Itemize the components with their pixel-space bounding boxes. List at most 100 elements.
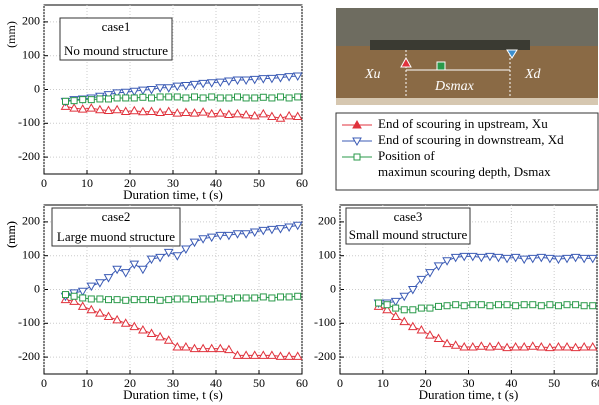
marker	[268, 94, 276, 102]
marker	[241, 76, 251, 86]
marker	[232, 230, 243, 239]
legend-label: maximun scouring depth, Dsmax	[378, 164, 551, 179]
marker	[146, 86, 157, 95]
marker	[562, 254, 572, 264]
marker	[285, 293, 293, 301]
marker	[502, 342, 512, 352]
marker	[259, 293, 267, 301]
series-line	[65, 96, 298, 102]
marker	[113, 94, 121, 102]
marker	[77, 287, 88, 297]
x-tick-label: 10	[81, 376, 93, 390]
annotation: case3	[394, 209, 423, 224]
marker	[570, 342, 581, 352]
marker	[173, 295, 181, 303]
marker	[529, 301, 537, 309]
marker	[148, 296, 155, 304]
marker	[105, 95, 112, 103]
marker	[249, 75, 260, 85]
marker	[554, 302, 562, 310]
marker	[96, 295, 104, 303]
marker	[417, 304, 425, 312]
x-tick-label: 40	[505, 376, 517, 390]
x-tick-label: 60	[296, 176, 308, 190]
marker	[225, 94, 233, 102]
annotation: Small mound structure	[349, 227, 468, 242]
marker	[493, 253, 504, 263]
photo-label: Dsmax	[434, 79, 475, 94]
x-tick-label: 50	[253, 376, 265, 390]
marker	[138, 325, 148, 334]
marker	[156, 296, 164, 304]
marker	[138, 265, 148, 275]
x-tick-label: 0	[41, 176, 47, 190]
marker	[199, 94, 207, 102]
marker	[476, 253, 487, 263]
marker	[122, 296, 130, 304]
marker	[275, 225, 286, 234]
x-tick-label: 50	[548, 376, 560, 390]
marker	[284, 223, 294, 232]
x-tick-label: 60	[296, 376, 308, 390]
marker	[587, 341, 598, 351]
marker	[383, 301, 391, 309]
marker	[493, 341, 504, 350]
marker	[232, 76, 243, 86]
y-tick-label: 0	[330, 281, 336, 295]
marker	[86, 304, 97, 314]
marker	[224, 109, 234, 119]
marker	[425, 269, 435, 278]
marker	[259, 93, 267, 101]
annotation-box	[345, 207, 471, 245]
x-tick-label: 30	[167, 376, 179, 390]
y-tick-label: 100	[22, 47, 40, 61]
marker	[390, 297, 401, 307]
marker	[146, 106, 157, 115]
y-tick-label: -100	[314, 315, 336, 329]
y-tick-label: 200	[22, 214, 40, 228]
marker	[284, 110, 294, 120]
marker	[277, 293, 284, 301]
marker	[77, 104, 88, 113]
y-tick-label: 0	[34, 281, 40, 295]
y-tick-label: -100	[18, 115, 40, 129]
marker	[251, 294, 259, 302]
marker	[459, 252, 470, 262]
marker	[189, 80, 200, 90]
photo-mound	[370, 40, 530, 50]
x-tick-label: 10	[81, 176, 93, 190]
marker	[241, 350, 251, 359]
marker	[216, 94, 224, 102]
marker	[268, 294, 276, 302]
marker	[546, 301, 554, 309]
annotation: case2	[102, 209, 131, 224]
marker	[587, 254, 598, 264]
marker	[400, 306, 408, 314]
marker	[129, 321, 140, 331]
marker	[86, 103, 97, 112]
marker	[579, 254, 590, 264]
x-tick-label: 30	[463, 376, 475, 390]
marker	[139, 93, 147, 101]
marker	[120, 88, 131, 98]
marker	[103, 311, 114, 321]
marker	[163, 84, 174, 93]
marker	[467, 341, 478, 351]
marker	[77, 301, 88, 310]
marker	[215, 78, 226, 88]
marker	[258, 75, 269, 84]
marker	[112, 89, 122, 98]
photo-ruler	[336, 98, 598, 105]
marker	[572, 301, 580, 309]
marker	[105, 296, 112, 304]
x-axis-label: Duration time, t (s)	[123, 387, 223, 402]
x-axis-label: Duration time, t (s)	[123, 187, 223, 202]
marker	[375, 299, 383, 307]
marker	[527, 254, 538, 264]
marker	[191, 296, 198, 304]
marker	[292, 221, 303, 231]
x-tick-label: 20	[420, 376, 432, 390]
marker	[553, 341, 564, 351]
marker	[510, 253, 521, 263]
marker	[95, 104, 105, 114]
